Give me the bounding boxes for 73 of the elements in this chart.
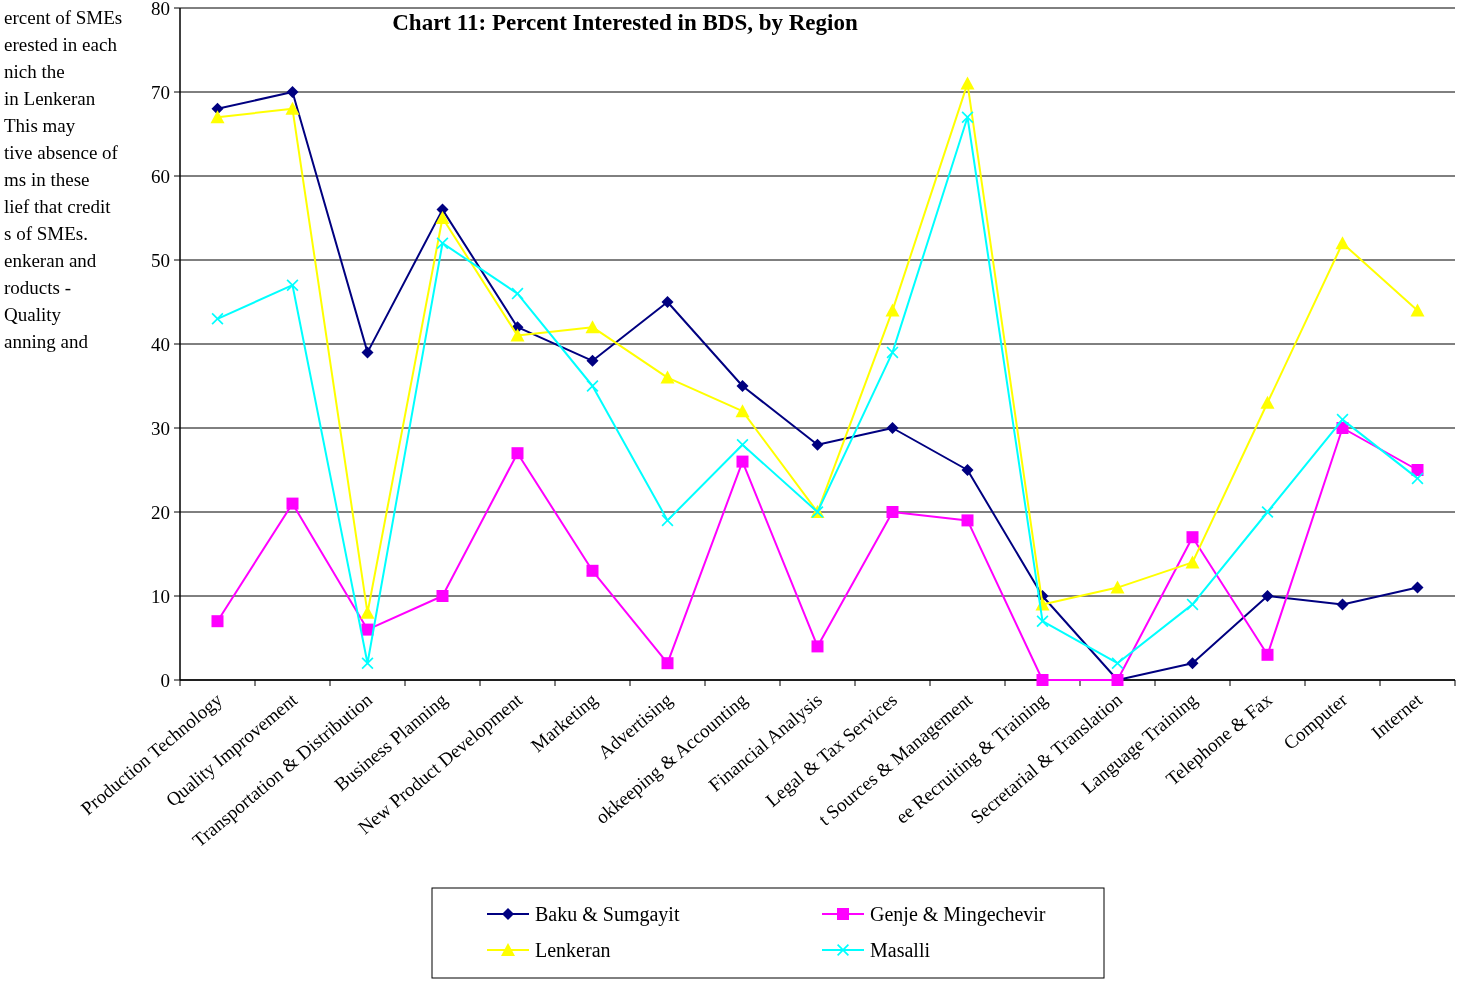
point	[1186, 598, 1199, 611]
point	[360, 605, 375, 619]
point	[1336, 413, 1349, 426]
y-tick-label: 50	[151, 249, 170, 271]
text: s of SMEs.	[4, 223, 88, 244]
text: This may	[4, 115, 76, 136]
point	[1261, 648, 1274, 661]
text: ercent of SMEs	[4, 7, 123, 28]
point	[361, 346, 374, 359]
point	[1410, 303, 1425, 317]
point	[1185, 555, 1200, 569]
point	[585, 320, 600, 334]
y-tick-label: 0	[160, 669, 170, 691]
point	[511, 447, 524, 460]
text: erested in each	[4, 34, 118, 55]
text: in Lenkeran	[4, 88, 96, 109]
point	[510, 328, 525, 342]
point	[1186, 531, 1199, 544]
text: roducts -	[4, 277, 72, 298]
text: lief that credit	[4, 196, 112, 217]
point	[886, 346, 899, 359]
text: tive absence of	[4, 142, 119, 163]
point	[286, 86, 299, 98]
point	[811, 640, 824, 653]
point	[210, 110, 225, 124]
point	[1186, 657, 1199, 670]
point	[436, 590, 449, 602]
legend-label: Baku & Sumgayit	[535, 903, 680, 926]
point	[1110, 580, 1125, 594]
y-tick-label: 70	[151, 81, 170, 103]
y-tick-label: 80	[151, 0, 170, 19]
point	[1411, 472, 1424, 485]
point	[661, 296, 674, 308]
point	[1036, 674, 1049, 686]
point	[435, 211, 450, 224]
point	[961, 514, 974, 527]
point	[1335, 236, 1350, 250]
point	[586, 354, 599, 367]
point	[961, 464, 974, 476]
legend-label: Masalli	[870, 939, 931, 961]
y-tick-label: 30	[151, 417, 170, 439]
point	[1260, 395, 1275, 409]
text: nich the	[4, 61, 65, 82]
point	[960, 76, 975, 90]
point	[586, 564, 599, 577]
point	[886, 422, 899, 434]
point	[661, 657, 674, 670]
legend-label: Lenkeran	[535, 939, 611, 961]
point	[1336, 598, 1349, 611]
y-tick-label: 10	[151, 585, 170, 607]
chart-title: Chart 11: Percent Interested in BDS, by Region	[392, 10, 858, 35]
point	[736, 380, 749, 392]
y-tick-label: 20	[151, 501, 170, 523]
point	[811, 438, 824, 451]
point	[735, 404, 750, 418]
point	[286, 497, 299, 510]
point	[661, 514, 674, 527]
point	[660, 370, 675, 384]
text: anning and	[4, 331, 89, 352]
y-tick-label: 40	[151, 333, 170, 355]
legend-label: Genje & Mingechevir	[870, 903, 1046, 926]
point	[736, 455, 749, 468]
point	[211, 615, 224, 628]
point	[886, 506, 899, 518]
text: enkeran and	[4, 250, 97, 271]
point	[1261, 590, 1274, 602]
text: Quality	[4, 304, 62, 325]
y-tick-label: 60	[151, 165, 170, 187]
point	[885, 303, 900, 317]
point	[511, 287, 524, 300]
point	[1411, 581, 1424, 594]
point	[285, 101, 300, 115]
text: ms in these	[4, 169, 90, 190]
